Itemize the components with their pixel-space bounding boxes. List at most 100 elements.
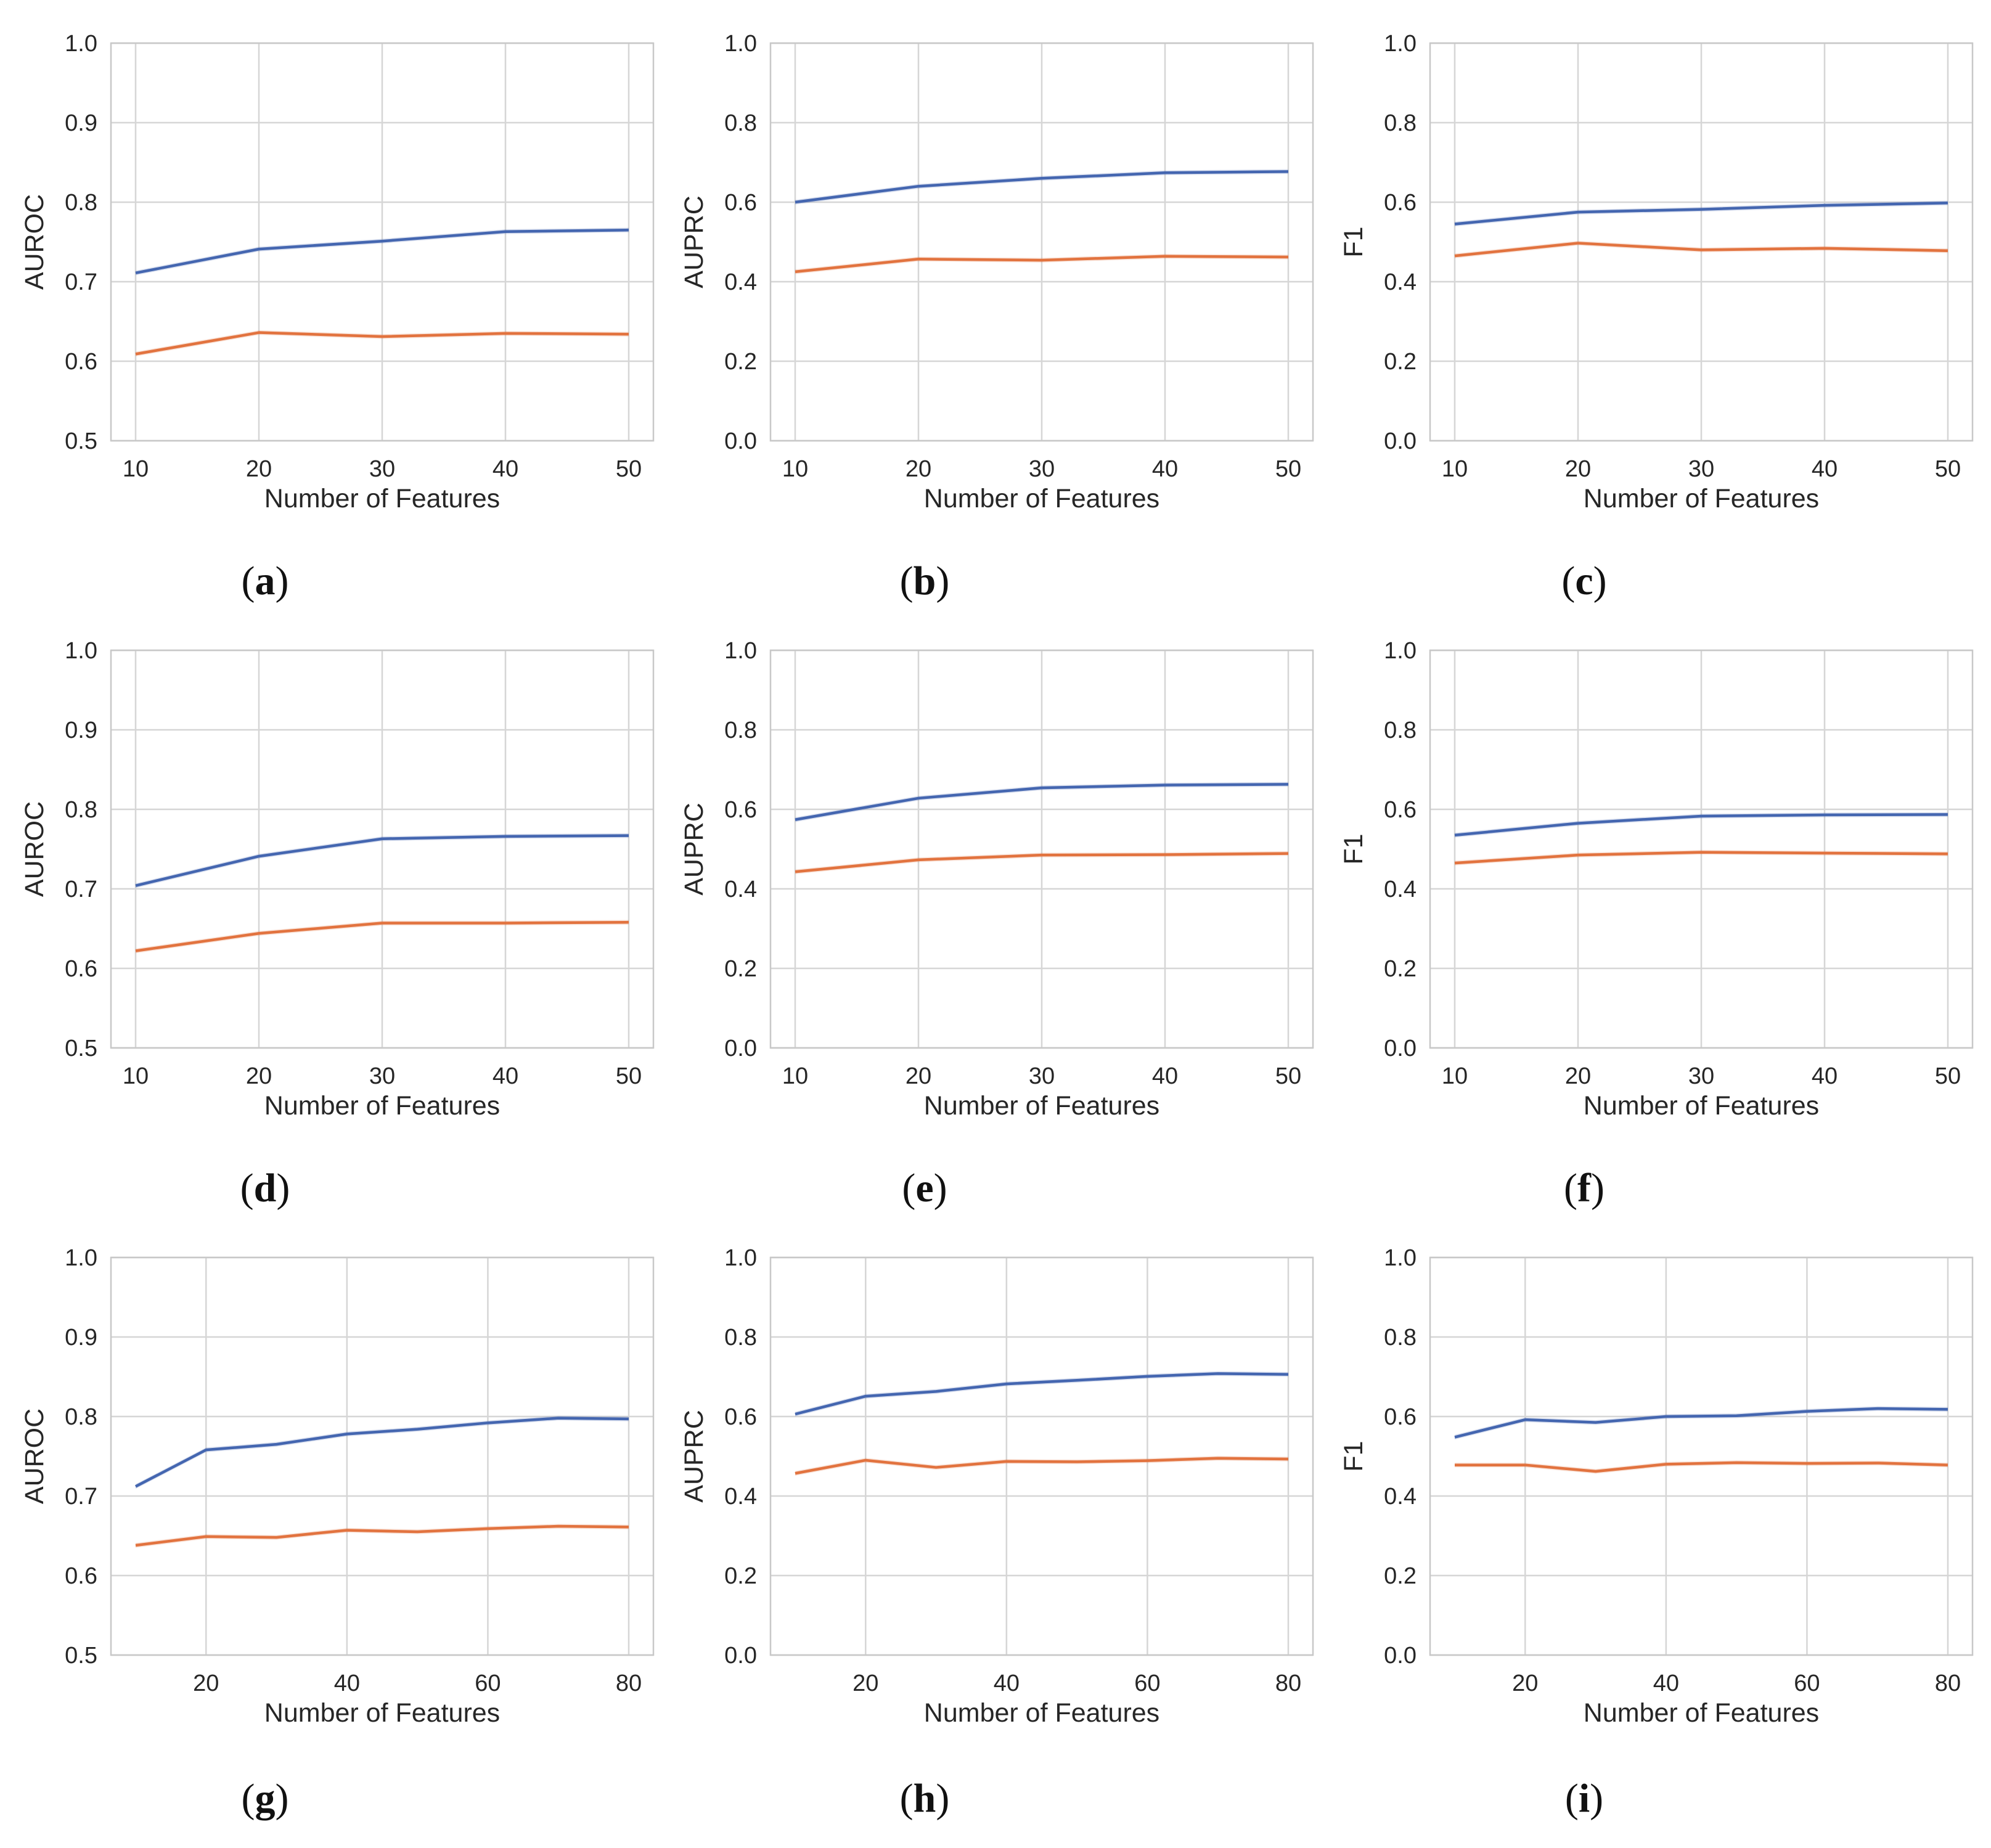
y-tick-label: 0.4 xyxy=(724,269,757,295)
plot-frame xyxy=(1429,42,1974,442)
y-tick-label: 1.0 xyxy=(65,31,97,57)
gridlines xyxy=(1430,42,1973,442)
y-tick-label: 0.0 xyxy=(724,1643,757,1669)
y-tick-label: 0.7 xyxy=(65,877,97,902)
y-tick-label: 0.8 xyxy=(724,110,757,136)
y-tick-label: 0.6 xyxy=(65,956,97,982)
y-tick-label: 1.0 xyxy=(1384,1245,1417,1271)
x-tick-label: 40 xyxy=(1812,1063,1838,1089)
chart-panel-b: 0.0 0.2 0.4 0.6 0.8 1.0 10 20 30 40 50 Number of Fe… xyxy=(679,31,1314,513)
y-axis-label: F1 xyxy=(1339,833,1368,864)
panel-caption-letter: a xyxy=(255,558,276,603)
y-tick-label: 0.2 xyxy=(724,956,757,982)
series-1-band xyxy=(795,1371,1288,1417)
y-tick-label: 0.9 xyxy=(65,110,97,136)
x-tick-label: 80 xyxy=(616,1670,642,1696)
x-tick-label: 20 xyxy=(906,1063,931,1089)
chart-panel-c: 0.0 0.2 0.4 0.6 0.8 1.0 10 20 30 40 50 Number of Fe… xyxy=(1339,31,1974,513)
series-2-line xyxy=(1455,1461,1948,1473)
y-tick-label: 1.0 xyxy=(724,638,757,664)
x-tick-label: 30 xyxy=(369,1063,395,1089)
y-axis-label: F1 xyxy=(1339,1441,1368,1471)
panel-caption-a: (a) xyxy=(241,558,289,603)
x-tick-label: 40 xyxy=(1812,456,1838,482)
series-1-line xyxy=(134,1417,629,1488)
x-axis-label: Number of Features xyxy=(924,484,1159,513)
y-tick-label: 0.0 xyxy=(1384,1036,1417,1061)
x-tick-label: 10 xyxy=(1442,456,1468,482)
x-tick-label: 10 xyxy=(782,1063,808,1089)
y-tick-label: 0.5 xyxy=(65,428,97,454)
x-axis-label: Number of Features xyxy=(924,1091,1159,1121)
y-tick-label: 0.0 xyxy=(1384,1643,1417,1669)
panel-caption-letter: e xyxy=(915,1166,934,1211)
chart-panel-d: 0.5 0.6 0.7 0.8 0.9 1.0 10 20 30 40 50 Number of Fe… xyxy=(20,638,655,1121)
panel-caption-h: (h) xyxy=(899,1776,950,1821)
x-axis-label: Number of Features xyxy=(1584,484,1819,513)
x-tick-label: 10 xyxy=(1442,1063,1468,1089)
y-tick-label: 0.8 xyxy=(1384,1325,1417,1351)
x-tick-label: 40 xyxy=(1152,456,1178,482)
x-tick-label: 40 xyxy=(493,456,518,482)
panel-caption-d: (d) xyxy=(240,1166,290,1211)
y-tick-label: 0.7 xyxy=(65,269,97,295)
series-1-band xyxy=(136,227,629,276)
y-tick-label: 1.0 xyxy=(1384,31,1417,57)
panel-caption-letter: h xyxy=(913,1776,936,1821)
panel-caption-e: (e) xyxy=(902,1166,947,1211)
x-tick-label: 80 xyxy=(1935,1670,1961,1696)
x-tick-label: 60 xyxy=(475,1670,501,1696)
x-tick-label: 50 xyxy=(1935,456,1961,482)
panel-caption-letter: g xyxy=(255,1776,276,1821)
y-tick-label: 0.8 xyxy=(1384,110,1417,136)
panel-caption-letter: b xyxy=(913,558,936,603)
y-tick-label: 0.2 xyxy=(724,349,757,375)
y-tick-label: 0.4 xyxy=(724,877,757,902)
y-tick-label: 0.8 xyxy=(724,1325,757,1351)
plot-frame xyxy=(769,1256,1314,1656)
x-tick-label: 40 xyxy=(1653,1670,1679,1696)
panel-caption-letter: d xyxy=(253,1166,277,1211)
y-tick-label: 1.0 xyxy=(724,1245,757,1271)
x-tick-label: 60 xyxy=(1794,1670,1820,1696)
chart-panel-i: 0.0 0.2 0.4 0.6 0.8 1.0 20 40 60 80 Number of Feat… xyxy=(1339,1245,1974,1728)
chart-panel-a: 0.5 0.6 0.7 0.8 0.9 1.0 10 20 30 40 50 Number of Fe… xyxy=(20,31,655,513)
y-tick-label: 0.8 xyxy=(65,190,97,216)
y-tick-label: 0.2 xyxy=(1384,956,1417,982)
y-tick-label: 0.2 xyxy=(1384,349,1417,375)
y-tick-label: 0.9 xyxy=(65,1325,97,1351)
series-1-band xyxy=(1455,1406,1948,1440)
x-tick-label: 20 xyxy=(193,1670,219,1696)
panel-caption-c: (c) xyxy=(1561,558,1607,603)
panel-caption-letter: i xyxy=(1578,1776,1590,1821)
x-tick-label: 20 xyxy=(1512,1670,1538,1696)
y-tick-label: 0.4 xyxy=(1384,1484,1417,1510)
x-tick-label: 40 xyxy=(493,1063,518,1089)
gridlines xyxy=(1430,1256,1973,1656)
x-tick-label: 20 xyxy=(906,456,931,482)
y-tick-label: 0.4 xyxy=(724,1484,757,1510)
gridlines xyxy=(111,649,653,1049)
y-tick-label: 0.0 xyxy=(724,1036,757,1061)
y-tick-label: 0.8 xyxy=(724,718,757,743)
series-1-band xyxy=(136,1415,629,1489)
series-1-band xyxy=(1455,200,1948,227)
chart-panel-h: 0.0 0.2 0.4 0.6 0.8 1.0 20 40 60 80 Number of Feat… xyxy=(679,1245,1314,1728)
gridlines xyxy=(771,649,1313,1049)
plot-frame xyxy=(769,42,1314,442)
chart-panel-e: 0.0 0.2 0.4 0.6 0.8 1.0 10 20 30 40 50 Number of Fe… xyxy=(679,638,1314,1121)
x-tick-label: 60 xyxy=(1134,1670,1160,1696)
y-tick-label: 0.0 xyxy=(724,428,757,454)
series-1-line xyxy=(795,1372,1289,1416)
x-axis-label: Number of Features xyxy=(264,484,500,513)
x-axis-label: Number of Features xyxy=(1584,1698,1819,1728)
y-tick-label: 1.0 xyxy=(65,1245,97,1271)
y-axis-label: AUROC xyxy=(20,194,49,290)
gridlines xyxy=(771,42,1313,442)
y-tick-label: 0.0 xyxy=(1384,428,1417,454)
x-tick-label: 30 xyxy=(1688,1063,1714,1089)
x-tick-label: 40 xyxy=(994,1670,1020,1696)
x-tick-label: 50 xyxy=(1935,1063,1961,1089)
plot-frame xyxy=(110,649,655,1049)
y-tick-label: 0.6 xyxy=(65,1563,97,1589)
